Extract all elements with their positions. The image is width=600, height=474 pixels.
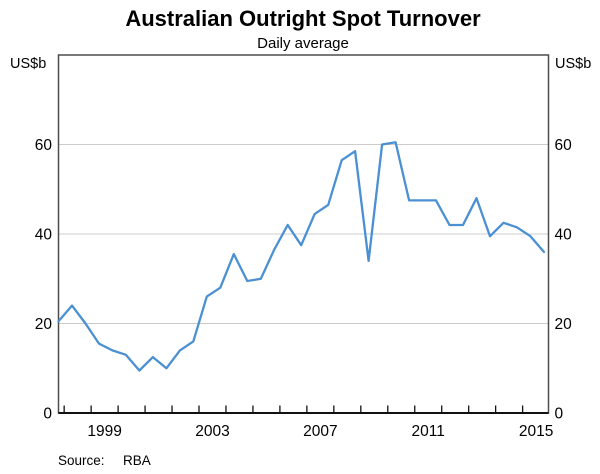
plot-frame-layer — [57, 54, 550, 414]
turnover-line — [57, 141, 546, 372]
x-axis-tick-label: 2003 — [195, 423, 229, 440]
x-axis-tick-label: 2015 — [519, 423, 553, 440]
x-axis-tick-label: 2011 — [412, 423, 445, 440]
y-axis-tick-label-left: 60 — [35, 137, 53, 154]
y-axis-tick-label-right: 0 — [555, 406, 564, 423]
y-axis-labels-right: 0 20 40 60 — [555, 137, 573, 423]
gridline-layer — [58, 144, 549, 324]
y-unit-label-left: US$b — [10, 56, 46, 72]
y-axis-tick-label-right: 20 — [555, 316, 573, 333]
x-axis-labels: 1999 2003 2007 2011 2015 — [87, 423, 553, 440]
chart-subtitle: Daily average — [257, 35, 349, 52]
series-layer — [57, 141, 546, 372]
chart-title: Australian Outright Spot Turnover — [125, 6, 481, 31]
y-axis-tick-label-right: 60 — [555, 137, 573, 154]
y-unit-label-right: US$b — [555, 56, 591, 72]
source-label: Source: — [58, 453, 105, 468]
x-axis-tick-label: 1999 — [87, 423, 121, 440]
y-axis-tick-label-left: 20 — [35, 316, 53, 333]
x-tick-layer — [63, 405, 524, 413]
source-value: RBA — [123, 453, 151, 468]
y-axis-tick-label-left: 40 — [35, 227, 53, 244]
y-axis-labels-left: 0 20 40 60 — [35, 137, 53, 423]
x-axis-tick-label: 2007 — [303, 423, 337, 440]
y-axis-tick-label-left: 0 — [43, 406, 52, 423]
y-axis-tick-label-right: 40 — [555, 227, 573, 244]
